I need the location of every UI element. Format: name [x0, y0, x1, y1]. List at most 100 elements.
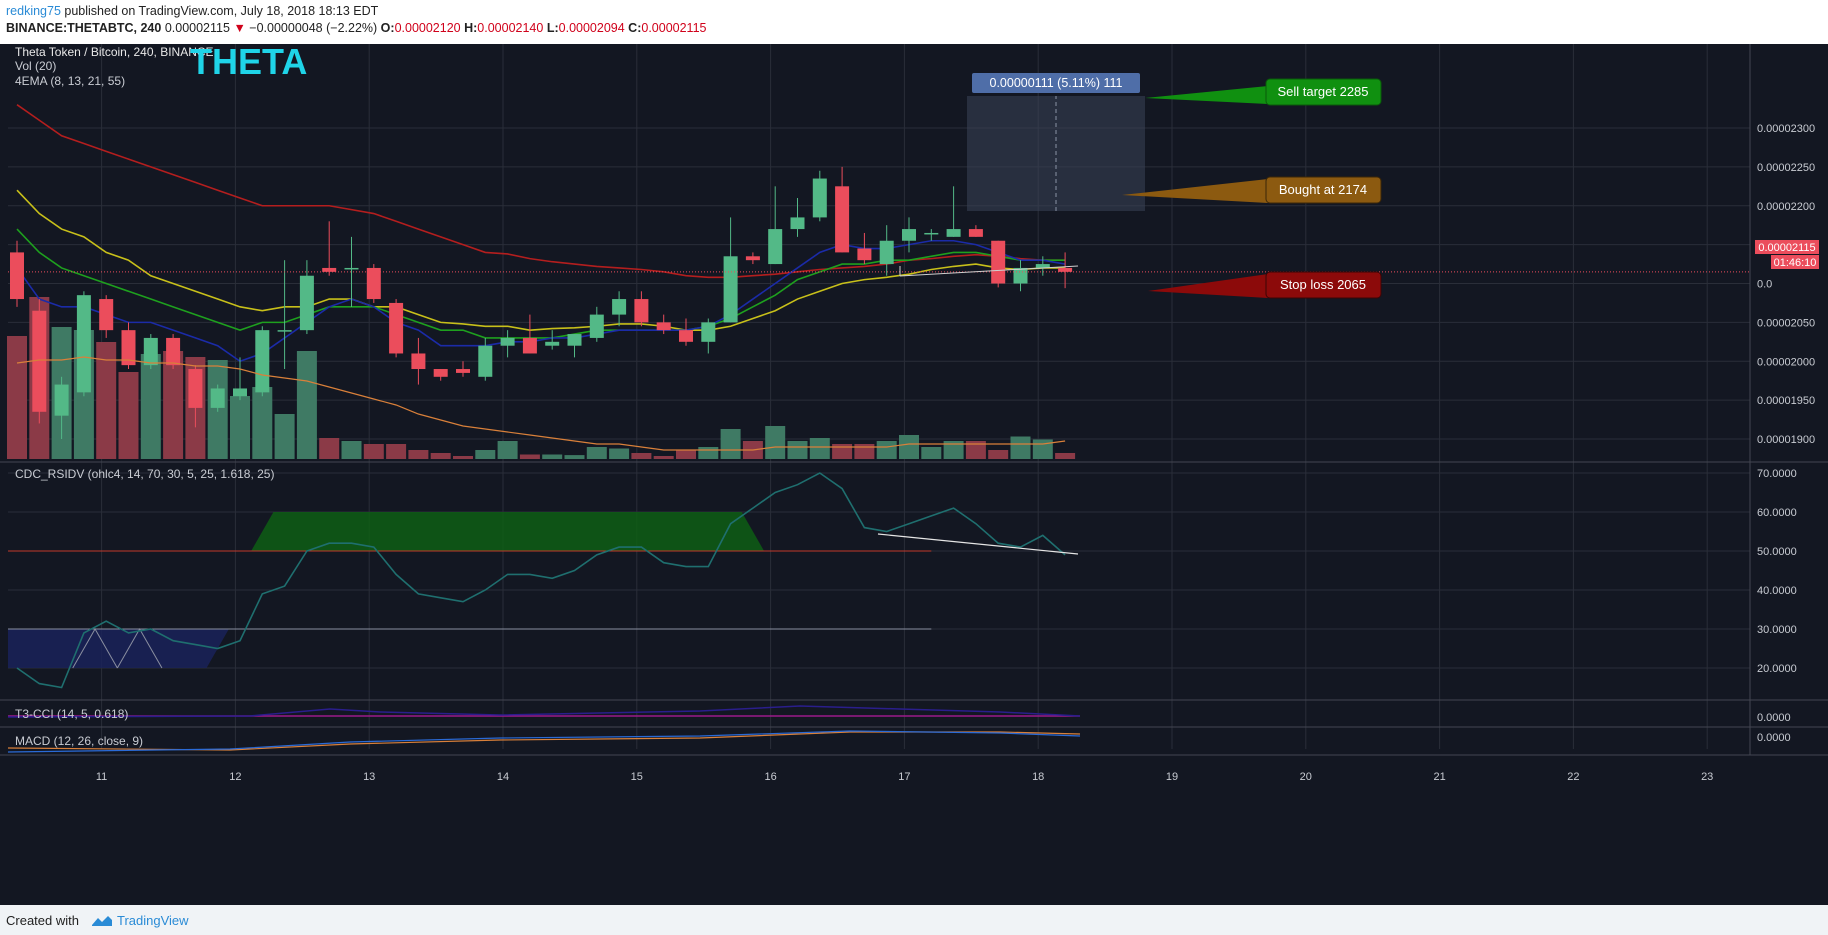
high-label: H: [464, 21, 478, 35]
candle-body [701, 322, 716, 342]
chart-header: redking75 published on TradingView.com, … [0, 0, 1828, 44]
rsi-indicator [16, 472, 1066, 689]
macd-axis-value: 0.0000 [1757, 732, 1791, 744]
volume-bar [319, 438, 340, 459]
cci-pane: T3-CCI (14, 5, 0.618) 0.0000 [7, 705, 1791, 724]
volume-bar [386, 444, 407, 459]
volume-bar [542, 454, 563, 459]
last-price: 0.00002115 [164, 21, 230, 35]
candle-body [299, 275, 314, 331]
candle-body [322, 267, 337, 272]
volume-bar [988, 450, 1009, 459]
candle-body [522, 337, 537, 354]
macd-pane: MACD (12, 26, close, 9) 0.0000 [7, 730, 1791, 753]
candle-body [679, 330, 693, 342]
volume-bar [7, 336, 27, 459]
rsi-oversold-zone [8, 629, 229, 668]
volume-bar [519, 454, 540, 459]
price-axis[interactable]: 0.000023000.000022500.000022000.00002150… [1757, 123, 1815, 675]
bought-at-callout[interactable]: Bought at 2174 [1122, 176, 1382, 204]
cci-line [7, 705, 1081, 718]
rsi-tick-label: 50.0000 [1757, 546, 1797, 558]
publish-line: redking75 published on TradingView.com, … [6, 4, 378, 18]
stop-box [1265, 271, 1382, 299]
open-label: O: [380, 21, 395, 35]
volume-ma-polyline [16, 356, 1066, 451]
macd-signal-line [7, 731, 1081, 751]
macd-line [7, 730, 1081, 753]
candle-body [456, 369, 470, 373]
rsi-signal-triangle [116, 627, 163, 669]
high-value: 0.00002140 [477, 21, 544, 35]
volume-bar [1032, 439, 1053, 459]
time-tick-label: 15 [631, 771, 643, 783]
time-tick-label: 11 [96, 771, 107, 783]
volume-bar [363, 444, 384, 459]
volume-bar [876, 441, 897, 459]
watermark-logo: THETA [190, 44, 307, 82]
stop-loss-callout[interactable]: Stop loss 2065 [1148, 271, 1382, 299]
volume-bar [943, 441, 964, 459]
bought-at-label: Bought at 2174 [1279, 182, 1367, 197]
measure-label-box [972, 73, 1140, 93]
time-tick-label: 12 [229, 771, 241, 783]
created-with-text: Created with [6, 913, 79, 928]
candle-body [924, 232, 939, 235]
price-change: −0.00000048 (−2.22%) [249, 21, 378, 35]
volume-bar [453, 456, 473, 459]
measure-tool[interactable]: 0.00000111 (5.11%) 111 [967, 73, 1145, 211]
candle-body [902, 229, 916, 241]
volume-bar [809, 438, 830, 459]
price-tick-label: 0.00002000 [1757, 356, 1815, 368]
last-price-badge: 0.00002115 01:46:10 [1755, 240, 1819, 269]
candle-body [745, 256, 760, 261]
candle-body [500, 337, 515, 346]
tradingview-logo-icon [92, 916, 112, 926]
price-badge-text: 0.00002115 [1758, 242, 1815, 254]
volume-bar [430, 453, 451, 459]
candle-body [589, 314, 604, 338]
candle-body [54, 384, 69, 416]
volume-bar [1010, 436, 1031, 459]
bought-box [1265, 176, 1382, 204]
price-tick-label: 0.00002050 [1757, 317, 1815, 329]
sell-target-callout[interactable]: Sell target 2285 [1145, 78, 1382, 106]
volume-bar [586, 447, 607, 459]
price-tick-label: 0.00002250 [1757, 162, 1815, 174]
volume-bar [118, 372, 139, 459]
candle-body [768, 229, 783, 265]
candle-body [656, 322, 671, 331]
rsi-tick-label: 70.0000 [1757, 468, 1797, 480]
sell-pointer [1145, 86, 1268, 104]
candle-body [612, 299, 627, 315]
tradingview-link[interactable]: TradingView [117, 913, 189, 928]
candle-body [366, 267, 381, 300]
candle-body [166, 337, 181, 366]
volume-bar [497, 441, 518, 459]
candle-body [210, 388, 225, 408]
author-link[interactable]: redking75 [6, 4, 61, 18]
candle-body [411, 353, 426, 370]
time-tick-label: 19 [1166, 771, 1178, 783]
candle-body [991, 240, 1006, 284]
footer: Created with TradingView [0, 905, 1828, 935]
volume-bar [676, 450, 696, 459]
chart-canvas[interactable]: 0.00000111 (5.11%) 111 Sell target 2285 … [0, 44, 1828, 905]
candle-body [879, 240, 894, 265]
candle-body [433, 369, 448, 377]
time-tick-label: 21 [1433, 771, 1445, 783]
candle-body [255, 330, 270, 393]
candles [10, 166, 1073, 439]
volume-bar [965, 441, 986, 459]
rsi-signal-triangle [72, 627, 118, 669]
time-axis[interactable]: 11 12 13 14 15 16 17 18 19 20 21 22 23 [96, 771, 1713, 783]
countdown-text: 01:46:10 [1774, 257, 1817, 269]
rsi-overbought-zone [251, 512, 765, 551]
rsi-fill-zones [8, 512, 932, 669]
stop-pointer [1148, 274, 1268, 298]
candle-body [634, 299, 649, 323]
chart-background [0, 44, 1828, 905]
time-tick-label: 20 [1300, 771, 1312, 783]
candle-body [545, 341, 560, 346]
candle-body [188, 369, 203, 408]
